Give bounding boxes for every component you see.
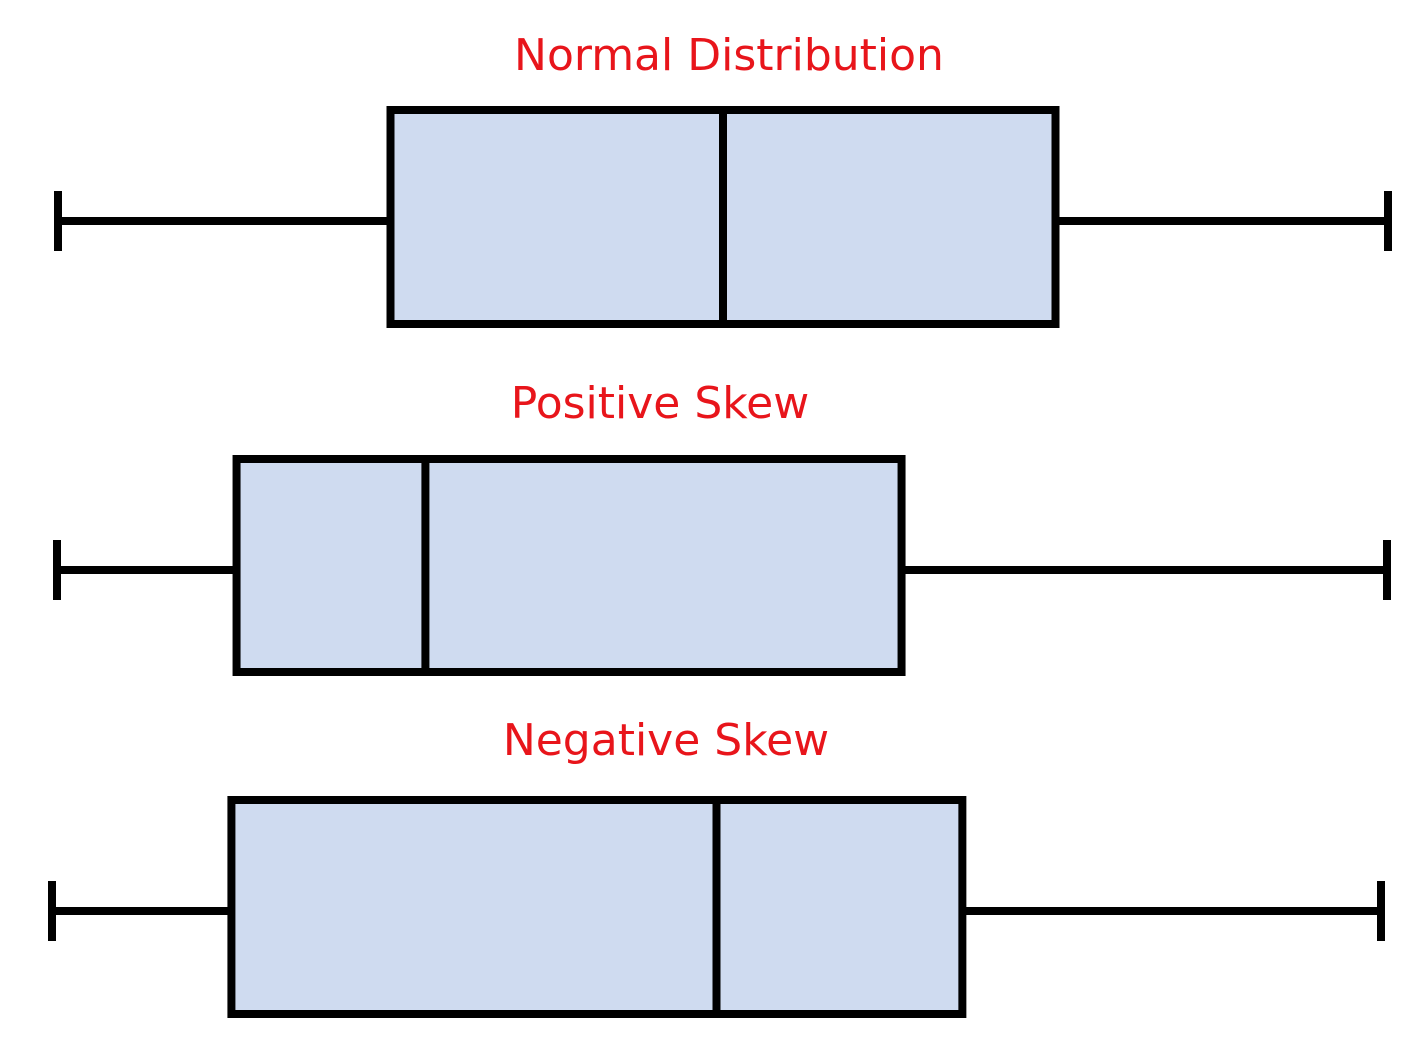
interquartile-box <box>232 455 906 676</box>
plot-title-normal: Normal Distribution <box>514 30 944 81</box>
plot-title-positive-skew: Positive Skew <box>511 378 810 429</box>
plot-title-negative-skew: Negative Skew <box>503 715 829 766</box>
box-plot-negative-skew: Negative Skew <box>48 715 1385 1018</box>
box-plot-positive-skew: Positive Skew <box>53 378 1391 676</box>
box-plot-normal: Normal Distribution <box>54 30 1392 328</box>
interquartile-box <box>227 796 967 1018</box>
